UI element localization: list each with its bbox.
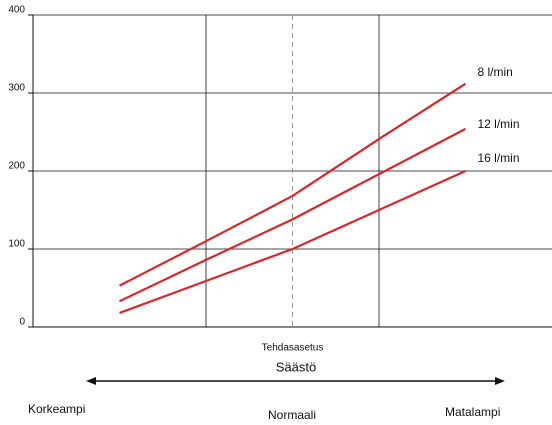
series-line — [118, 82, 467, 287]
y-tick-label: 0 — [19, 317, 25, 328]
series-line — [119, 169, 466, 314]
y-tick-label: 100 — [8, 239, 25, 250]
series-label: 12 l/min — [478, 117, 520, 131]
y-tick-label: 300 — [8, 83, 25, 94]
arrow-head — [86, 377, 96, 385]
scale-label: Säästö — [276, 359, 316, 374]
y-tick-label: 200 — [8, 161, 25, 172]
y-tick-label: 400 — [8, 5, 25, 16]
series-line — [119, 127, 467, 303]
scale-end-label: Korkeampi — [28, 402, 85, 416]
scale-mid-label: Normaali — [268, 408, 316, 422]
series-label: 8 l/min — [478, 65, 513, 79]
annotation: Tehdasasetus — [262, 343, 324, 354]
arrow-head — [495, 377, 505, 385]
scale-end-label: Matalampi — [445, 405, 500, 419]
series-label: 16 l/min — [478, 151, 520, 165]
